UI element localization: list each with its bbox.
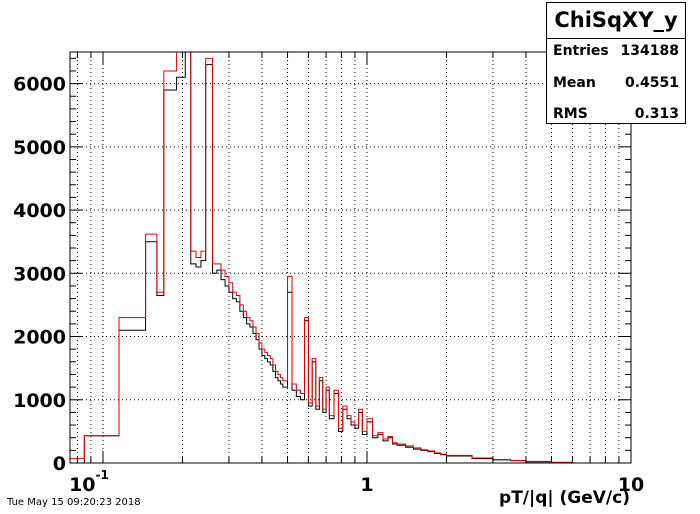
y-tick-label: 5000 (13, 137, 66, 159)
y-tick-label: 6000 (13, 74, 66, 96)
histogram-line-0 (70, 52, 631, 463)
stats-row-entries: Entries 134188 (553, 41, 679, 61)
timestamp: Tue May 15 09:20:23 2018 (7, 497, 141, 508)
y-tick-label: 1000 (13, 390, 66, 412)
x-tick-label: 10 (618, 474, 644, 496)
stats-row-mean: Mean 0.4551 (553, 73, 679, 93)
stats-title: ChiSqXY_y (547, 3, 685, 39)
stats-label: RMS (553, 106, 588, 122)
x-tick-label: 10-1 (69, 468, 109, 496)
histogram-series (70, 52, 631, 463)
stats-label: Mean (553, 75, 596, 91)
x-tick-label: 1 (360, 474, 373, 496)
histogram-line-1 (70, 52, 631, 463)
stats-label: Entries (553, 43, 609, 59)
stats-box: ChiSqXY_y Entries 134188 Mean 0.4551 RMS… (546, 2, 686, 124)
y-tick-label: 0 (53, 453, 66, 475)
y-tick-labels: 0 1000 2000 3000 4000 5000 6000 (13, 74, 66, 475)
x-axis-label: pT/|q| (GeV/c) (499, 488, 630, 508)
stats-value: 0.313 (634, 106, 679, 122)
stats-value: 134188 (620, 43, 679, 59)
plot-frame (69, 51, 632, 464)
y-tick-label: 3000 (13, 263, 66, 285)
stats-value: 0.4551 (624, 75, 679, 91)
stats-row-rms: RMS 0.313 (553, 104, 679, 124)
y-tick-label: 2000 (13, 327, 66, 349)
y-tick-label: 4000 (13, 200, 66, 222)
